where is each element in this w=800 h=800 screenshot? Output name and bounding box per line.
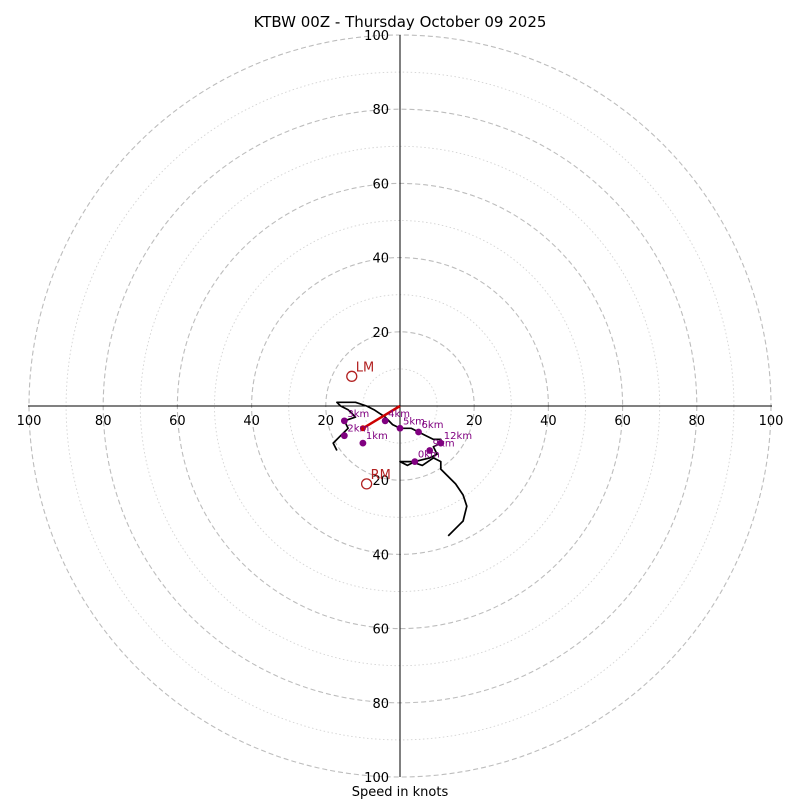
altitude-label-12km: 12km: [444, 431, 472, 442]
y-tick-label: 100: [364, 29, 389, 44]
y-tick-label: 60: [372, 623, 389, 638]
altitude-marker-0km: [411, 458, 419, 466]
altitude-marker-12km: [437, 439, 445, 447]
storm-motion-label-lm: LM: [356, 360, 374, 375]
bulk-shear-start: [359, 425, 366, 432]
altitude-marker-1km: [359, 439, 367, 447]
altitude-marker-3km: [340, 417, 348, 425]
altitude-label-1km: 1km: [366, 431, 388, 442]
storm-motion-label-rm: RM: [371, 468, 391, 483]
y-tick-label: 80: [372, 697, 389, 712]
y-tick-label: 20: [372, 326, 389, 341]
y-tick-label: 40: [372, 252, 389, 267]
x-tick-label: 60: [614, 414, 631, 429]
altitude-label-5km: 5km: [403, 416, 425, 427]
altitude-markers: 0km1km2km3km4km5km6km9km12km: [340, 409, 472, 466]
storm-motion-marker-rm: [360, 478, 373, 490]
x-tick-label: 100: [17, 414, 42, 429]
x-tick-label: 60: [169, 414, 186, 429]
altitude-marker-4km: [381, 417, 389, 425]
x-tick-label: 80: [689, 414, 706, 429]
y-tick-labels: 100 80 60 40 20 20 40 60 80 100: [364, 29, 389, 786]
x-tick-label: 40: [243, 414, 260, 429]
storm-motion-markers: LM RM: [346, 360, 391, 490]
x-tick-label: 100: [759, 414, 784, 429]
hodograph-line: [332, 401, 468, 537]
altitude-label-3km: 3km: [347, 409, 369, 420]
altitude-label-0km: 0km: [418, 450, 440, 461]
altitude-label-2km: 2km: [347, 424, 369, 435]
x-tick-label: 20: [466, 414, 483, 429]
altitude-marker-2km: [340, 432, 348, 440]
y-tick-label: 100: [364, 771, 389, 786]
altitude-marker-9km: [426, 447, 434, 454]
y-tick-label: 80: [372, 103, 389, 118]
altitude-marker-6km: [415, 428, 422, 436]
hodograph-trace-layer: [332, 401, 468, 537]
bulk-shear-layer: [359, 404, 401, 432]
x-tick-label: 40: [540, 414, 557, 429]
y-tick-label: 20: [372, 474, 389, 489]
altitude-label-6km: 6km: [422, 420, 444, 431]
x-tick-label: 80: [95, 414, 112, 429]
y-tick-label: 40: [372, 548, 389, 563]
altitude-label-4km: 4km: [388, 409, 410, 420]
y-tick-label: 60: [372, 177, 389, 192]
storm-motion-marker-lm: [346, 370, 358, 382]
bulk-shear-vector: [362, 404, 401, 430]
altitude-marker-5km: [396, 424, 404, 432]
x-tick-labels: 100 80 60 40 20 20 40 60 80 100: [17, 414, 784, 429]
x-tick-label: 20: [318, 414, 335, 429]
chart-title: KTBW 00Z - Thursday October 09 2025: [254, 13, 547, 31]
x-axis-label: Speed in knots: [352, 785, 449, 800]
